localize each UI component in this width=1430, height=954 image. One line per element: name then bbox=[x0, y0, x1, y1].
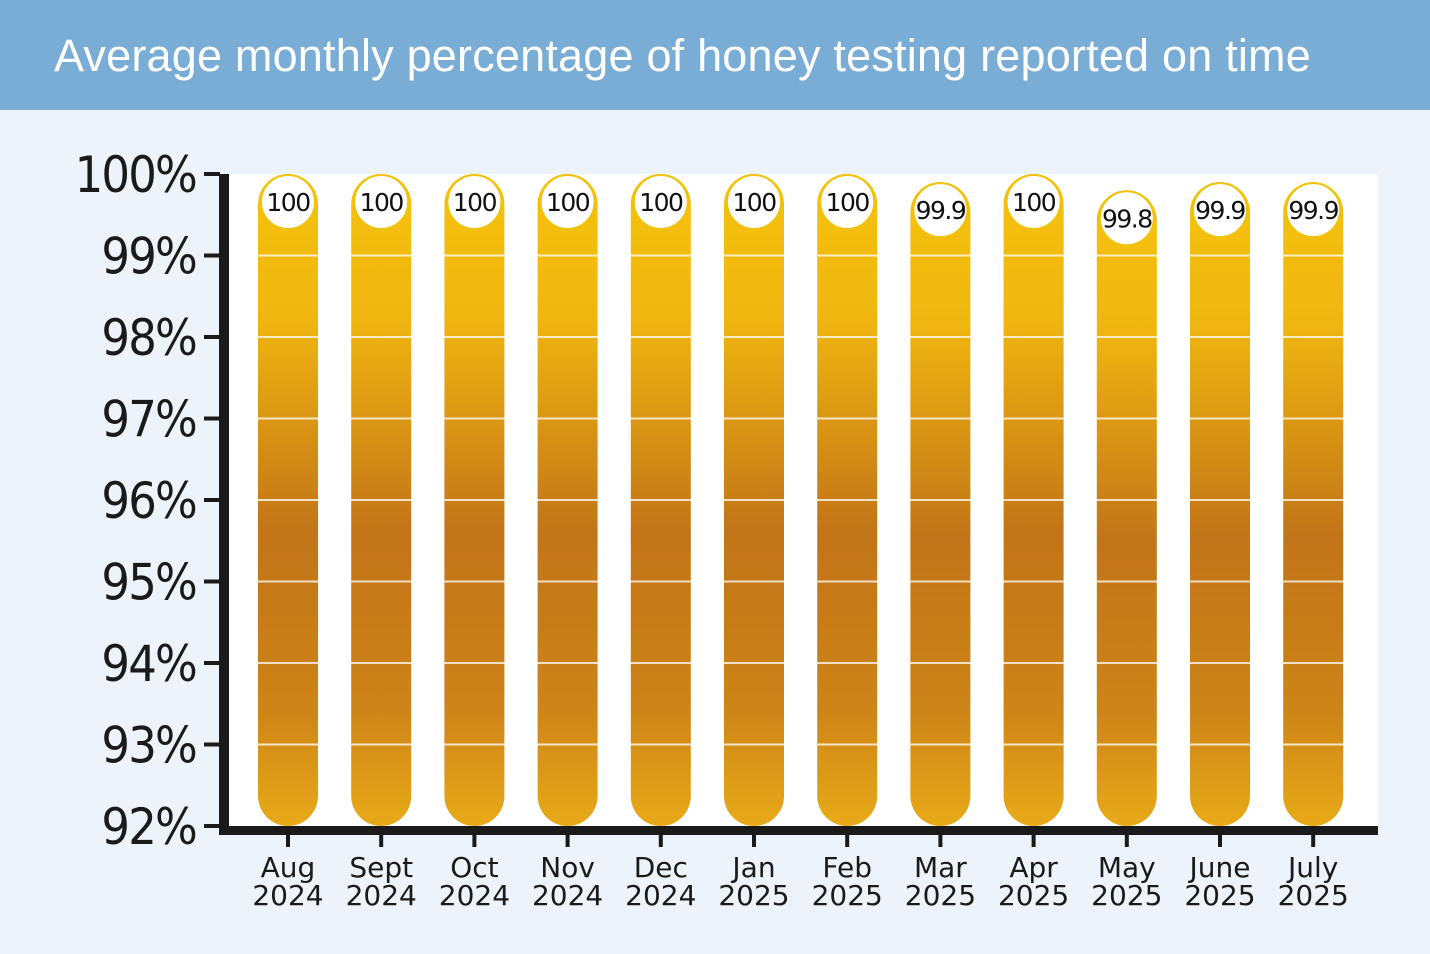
data-label-bubble bbox=[632, 174, 689, 230]
y-tick bbox=[204, 661, 220, 665]
x-tick-label-month: May bbox=[1098, 851, 1156, 884]
data-label-bubble bbox=[819, 174, 876, 230]
y-tick bbox=[204, 498, 220, 502]
data-label: 100 bbox=[1012, 188, 1056, 217]
data-label: 100 bbox=[546, 188, 590, 217]
x-tick bbox=[472, 835, 477, 847]
x-tick-label-year: 2024 bbox=[625, 879, 696, 912]
x-tick bbox=[1031, 835, 1036, 847]
y-tick bbox=[204, 824, 220, 828]
y-tick-label: 97% bbox=[101, 391, 196, 449]
y-tick bbox=[204, 742, 220, 747]
x-tick-label-year: 2025 bbox=[1091, 879, 1162, 912]
x-tick-label-year: 2024 bbox=[346, 879, 417, 912]
x-tick-label-year: 2025 bbox=[812, 879, 883, 912]
data-label: 100 bbox=[732, 188, 776, 217]
y-tick bbox=[204, 416, 220, 421]
x-tick-label-year: 2025 bbox=[1184, 879, 1255, 912]
data-label: 99.9 bbox=[916, 196, 966, 225]
x-tick-label-month: July bbox=[1286, 851, 1338, 884]
data-label-bubble bbox=[260, 174, 316, 230]
x-tick bbox=[1218, 835, 1222, 847]
data-label-bubble bbox=[353, 174, 410, 230]
x-tick bbox=[752, 835, 756, 847]
y-tick bbox=[204, 335, 220, 339]
x-tick-label-year: 2025 bbox=[718, 879, 789, 912]
data-label: 100 bbox=[639, 188, 683, 217]
data-label-bubble bbox=[539, 174, 596, 230]
data-label: 100 bbox=[453, 188, 497, 217]
x-tick-label-year: 2025 bbox=[1278, 879, 1349, 912]
x-tick-label-year: 2024 bbox=[439, 879, 510, 912]
x-tick-label-month: June bbox=[1188, 851, 1251, 884]
data-label-bubble bbox=[1098, 190, 1155, 247]
y-tick-label: 94% bbox=[101, 636, 196, 694]
x-tick-label-month: Aug bbox=[261, 851, 316, 884]
x-tick bbox=[845, 835, 850, 847]
x-tick-label-year: 2025 bbox=[905, 879, 976, 912]
x-tick bbox=[286, 835, 290, 847]
data-label-bubble bbox=[726, 174, 782, 230]
y-tick-label: 95% bbox=[101, 554, 196, 612]
x-tick-label-month: Apr bbox=[1009, 851, 1058, 884]
x-tick-label-month: Feb bbox=[822, 851, 872, 884]
y-tick bbox=[204, 253, 220, 258]
y-tick bbox=[204, 172, 220, 176]
x-tick bbox=[658, 835, 663, 847]
y-tick-label: 92% bbox=[101, 799, 196, 857]
data-label-bubble bbox=[1192, 182, 1248, 239]
x-tick-label-month: Sept bbox=[349, 851, 413, 884]
x-tick-label-month: Mar bbox=[914, 851, 967, 884]
data-label-bubble bbox=[912, 182, 969, 239]
data-label-bubble bbox=[446, 174, 503, 230]
x-tick-label-month: Nov bbox=[540, 851, 595, 884]
y-tick-label: 93% bbox=[101, 717, 196, 775]
data-label: 99.9 bbox=[1288, 196, 1338, 225]
data-label: 100 bbox=[360, 188, 404, 217]
bar bbox=[1283, 182, 1344, 826]
x-tick-label-year: 2025 bbox=[998, 879, 1069, 912]
data-label-bubble bbox=[1005, 174, 1062, 230]
data-label: 99.9 bbox=[1195, 196, 1245, 225]
data-label: 99.8 bbox=[1102, 204, 1152, 233]
y-tick-label: 98% bbox=[101, 310, 196, 368]
x-tick bbox=[938, 835, 943, 847]
x-tick bbox=[1124, 835, 1129, 847]
y-tick-label: 96% bbox=[101, 473, 196, 531]
x-tick-label-year: 2024 bbox=[252, 879, 323, 912]
bar bbox=[910, 182, 971, 826]
bar bbox=[1190, 182, 1250, 826]
x-tick bbox=[379, 835, 384, 847]
y-axis bbox=[219, 174, 229, 835]
y-tick-label: 99% bbox=[101, 228, 196, 286]
x-axis bbox=[219, 826, 1378, 835]
x-tick-label-month: Dec bbox=[634, 851, 688, 884]
title-bar: Average monthly percentage of honey test… bbox=[0, 0, 1430, 110]
bar bbox=[1096, 190, 1157, 827]
chart-title: Average monthly percentage of honey test… bbox=[54, 30, 1311, 81]
data-label-bubble bbox=[1285, 182, 1342, 239]
data-label: 100 bbox=[826, 188, 870, 217]
y-tick-label: 100% bbox=[75, 147, 196, 205]
x-tick-label-month: Oct bbox=[450, 851, 498, 884]
x-tick-label-month: Jan bbox=[730, 851, 775, 884]
x-tick bbox=[565, 835, 570, 847]
data-label: 100 bbox=[266, 188, 310, 217]
x-tick bbox=[1311, 835, 1316, 847]
y-tick bbox=[204, 579, 220, 584]
x-tick-label-year: 2024 bbox=[532, 879, 603, 912]
